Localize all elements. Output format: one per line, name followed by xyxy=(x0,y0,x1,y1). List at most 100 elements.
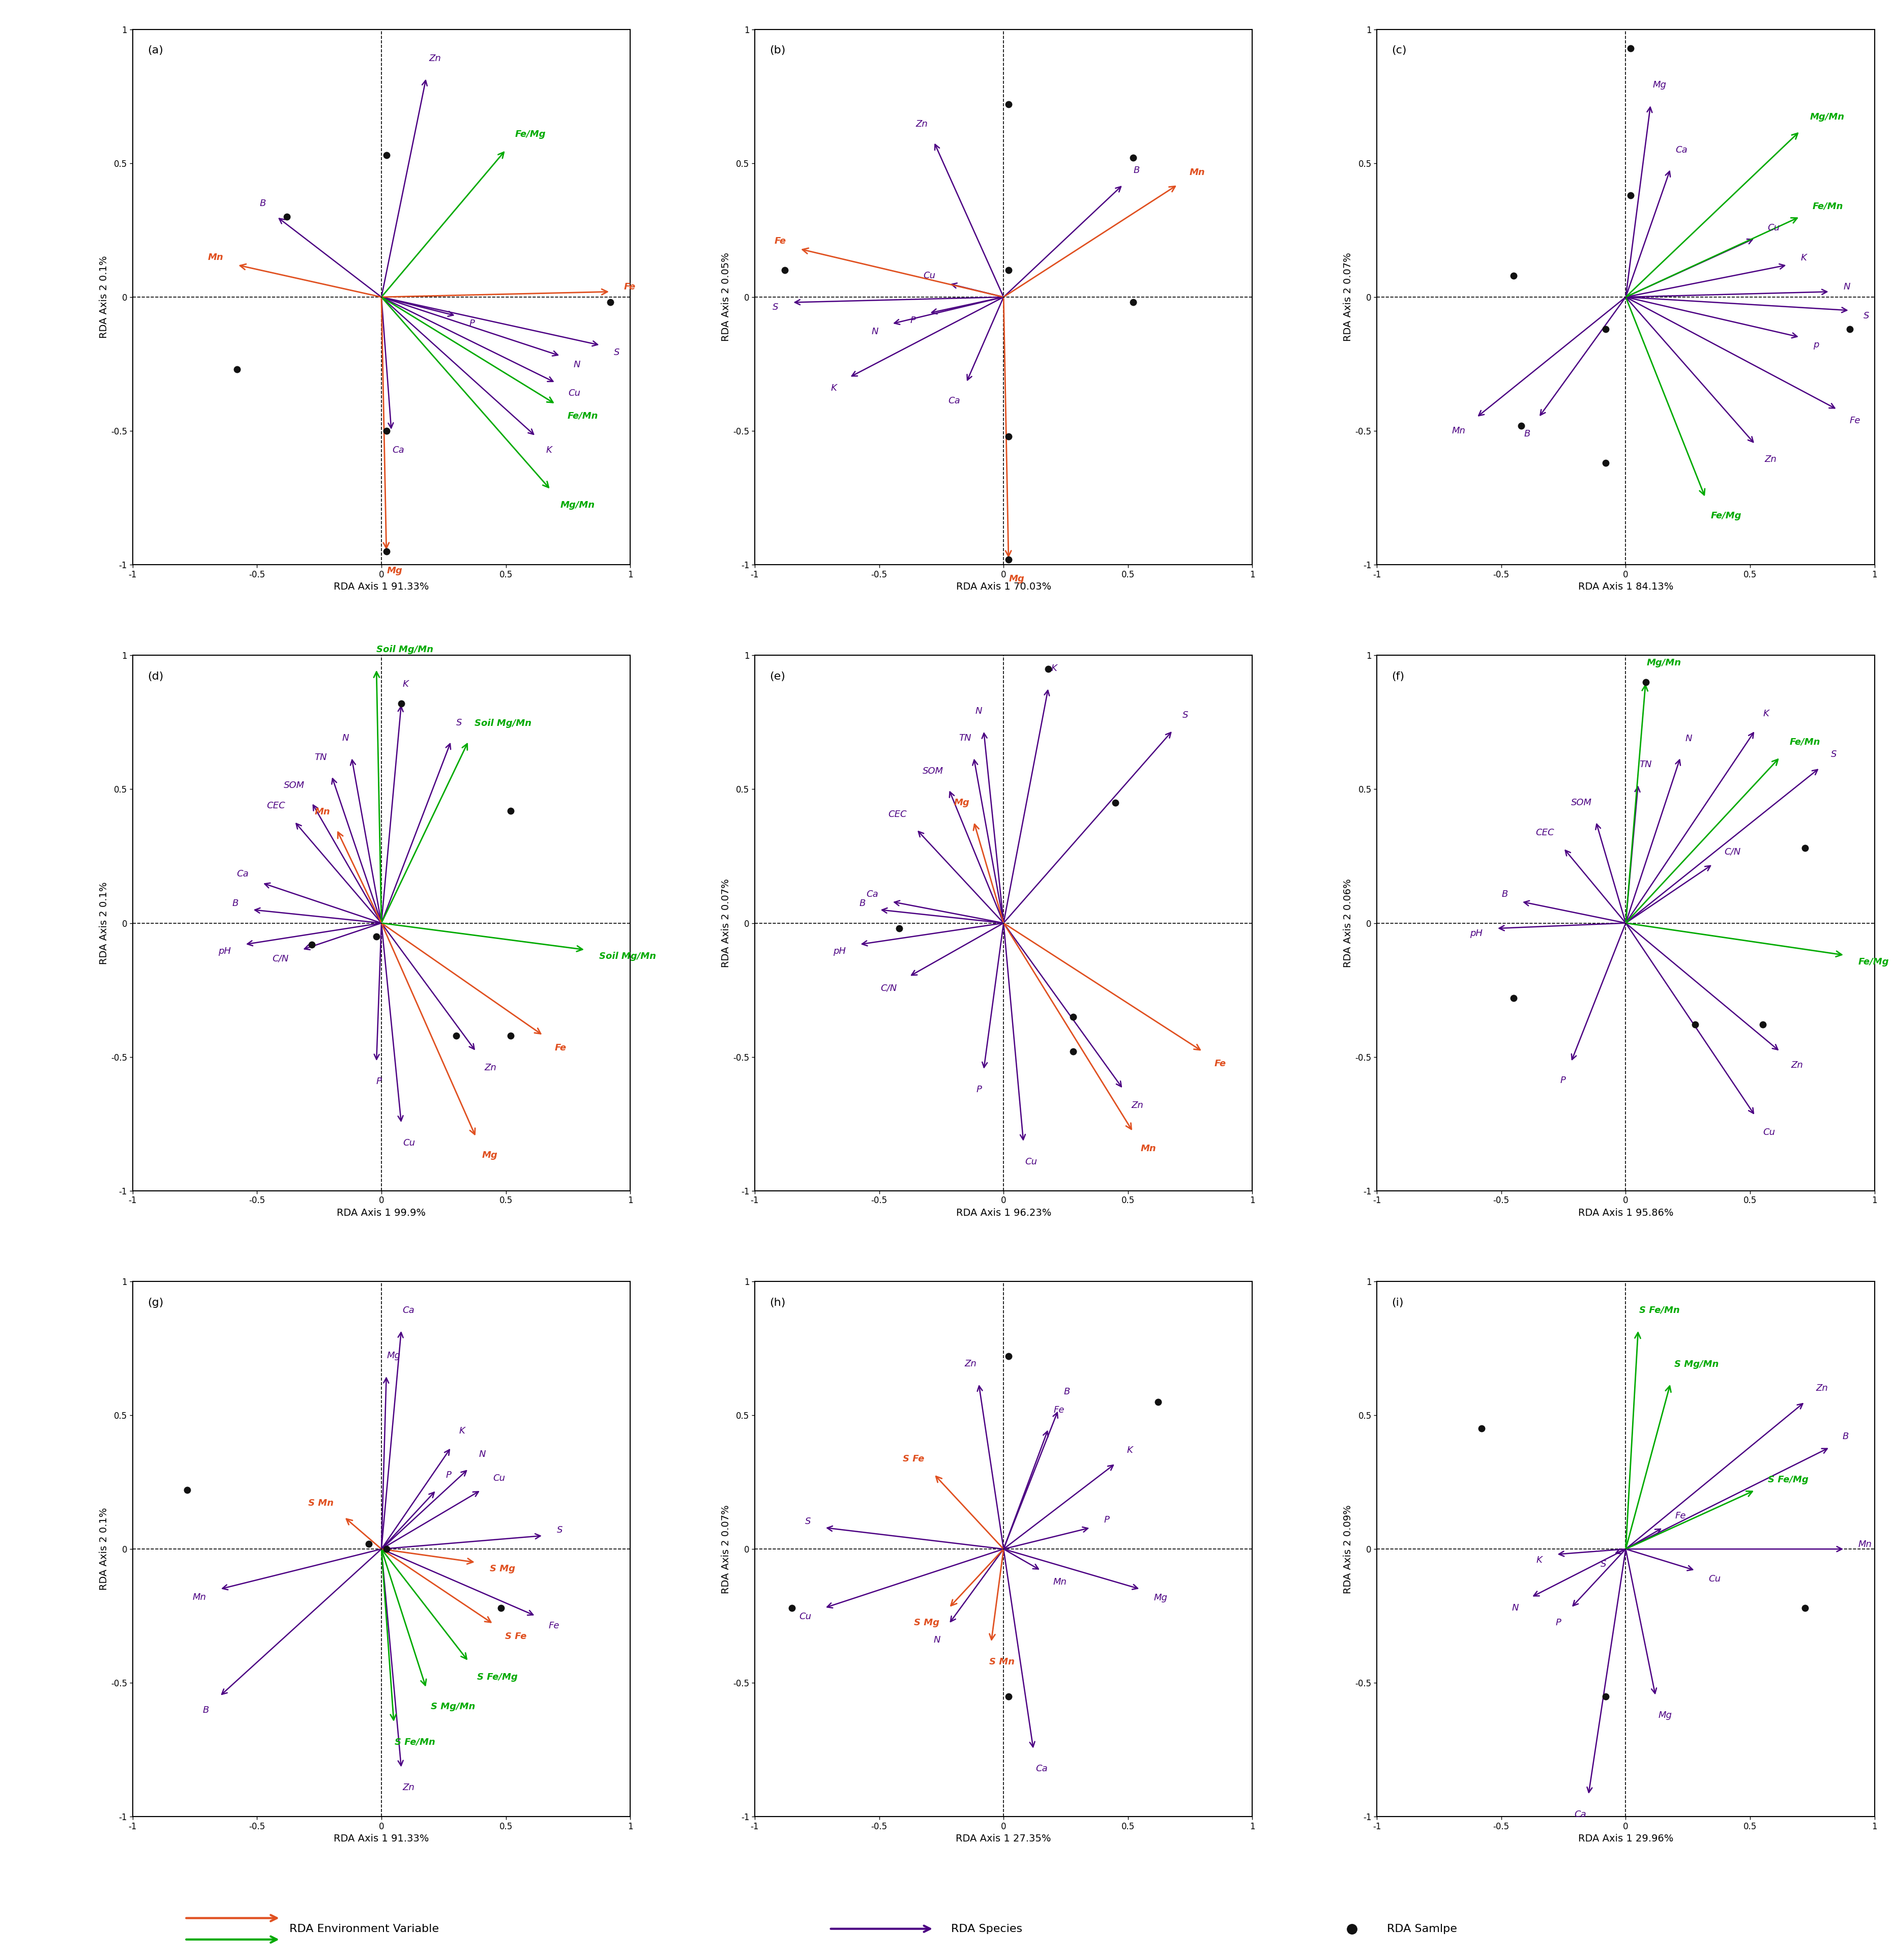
Text: S Mg: S Mg xyxy=(914,1619,939,1627)
X-axis label: RDA Axis 1 95.86%: RDA Axis 1 95.86% xyxy=(1577,1207,1673,1217)
Text: Zn: Zn xyxy=(1764,455,1776,465)
X-axis label: RDA Axis 1 96.23%: RDA Axis 1 96.23% xyxy=(956,1207,1051,1217)
Text: P: P xyxy=(1104,1515,1109,1525)
Text: CEC: CEC xyxy=(1535,827,1554,837)
Text: K: K xyxy=(1762,710,1768,719)
Text: Zn: Zn xyxy=(1815,1384,1827,1394)
Text: Mg/Mn: Mg/Mn xyxy=(560,500,594,510)
Text: Fe: Fe xyxy=(549,1621,558,1631)
Text: Zn: Zn xyxy=(1132,1102,1143,1109)
Text: K: K xyxy=(460,1427,466,1435)
Text: Ca: Ca xyxy=(1675,145,1687,155)
Text: S Fe/Mn: S Fe/Mn xyxy=(396,1739,435,1746)
Text: S Fe: S Fe xyxy=(505,1633,526,1641)
Text: S Fe/Mn: S Fe/Mn xyxy=(1639,1305,1679,1315)
Text: S: S xyxy=(805,1517,810,1527)
Text: P: P xyxy=(377,1076,380,1086)
Text: Ca: Ca xyxy=(865,890,878,900)
Text: Fe: Fe xyxy=(1849,416,1861,425)
Text: Mn: Mn xyxy=(314,808,329,815)
Text: (b): (b) xyxy=(769,45,786,55)
Text: Mn: Mn xyxy=(1189,169,1204,176)
Text: Fe/Mg: Fe/Mg xyxy=(1857,956,1889,966)
Text: Cu: Cu xyxy=(1768,223,1779,233)
Text: Ca: Ca xyxy=(392,445,405,455)
Text: S: S xyxy=(613,349,619,357)
Text: Mg: Mg xyxy=(1009,574,1024,584)
Y-axis label: RDA Axis 2 0.1%: RDA Axis 2 0.1% xyxy=(98,255,108,339)
Text: N: N xyxy=(479,1450,487,1458)
Text: Ca: Ca xyxy=(237,870,248,878)
Text: B: B xyxy=(859,900,865,907)
Text: Soil Mg/Mn: Soil Mg/Mn xyxy=(377,645,433,655)
Text: Cu: Cu xyxy=(403,1139,415,1149)
Text: S Mn: S Mn xyxy=(309,1499,333,1507)
Text: Cu: Cu xyxy=(1024,1156,1037,1166)
Text: RDA Species: RDA Species xyxy=(950,1923,1022,1935)
Text: Cu: Cu xyxy=(568,388,579,398)
Text: Soil Mg/Mn: Soil Mg/Mn xyxy=(475,719,532,727)
Text: C/N: C/N xyxy=(1725,847,1740,857)
Text: N: N xyxy=(975,706,982,715)
Text: S: S xyxy=(557,1525,562,1535)
Text: (i): (i) xyxy=(1391,1298,1403,1307)
Text: B: B xyxy=(233,900,239,907)
Text: RDA Samlpe: RDA Samlpe xyxy=(1386,1923,1456,1935)
Text: Mg: Mg xyxy=(1153,1593,1166,1601)
Text: P: P xyxy=(911,316,914,325)
Text: B: B xyxy=(203,1705,208,1715)
Text: S Mg/Mn: S Mg/Mn xyxy=(430,1701,475,1711)
Text: P: P xyxy=(1560,1076,1566,1086)
Text: Mg: Mg xyxy=(386,566,401,574)
Text: Mg: Mg xyxy=(1653,80,1666,90)
Text: B: B xyxy=(1134,167,1140,174)
Text: Ca: Ca xyxy=(1573,1809,1586,1819)
Text: P: P xyxy=(1556,1619,1562,1627)
Y-axis label: RDA Axis 2 0.07%: RDA Axis 2 0.07% xyxy=(1342,253,1353,341)
Text: Cu: Cu xyxy=(799,1613,810,1621)
Text: Fe: Fe xyxy=(1213,1058,1227,1068)
Text: S Fe: S Fe xyxy=(903,1454,924,1464)
Text: Mg: Mg xyxy=(1658,1711,1672,1719)
Text: P: P xyxy=(445,1470,451,1480)
Text: P: P xyxy=(469,319,475,327)
X-axis label: RDA Axis 1 99.9%: RDA Axis 1 99.9% xyxy=(337,1207,426,1217)
Text: TN: TN xyxy=(314,753,327,762)
X-axis label: RDA Axis 1 27.35%: RDA Axis 1 27.35% xyxy=(956,1835,1051,1844)
Text: Zn: Zn xyxy=(1791,1060,1802,1070)
Text: B: B xyxy=(1842,1433,1848,1441)
Text: K: K xyxy=(1535,1556,1543,1564)
Text: Mg: Mg xyxy=(386,1350,399,1360)
Text: Fe/Mn: Fe/Mn xyxy=(1812,202,1842,212)
Text: S Fe/Mg: S Fe/Mg xyxy=(477,1672,517,1682)
Text: B: B xyxy=(1501,890,1507,900)
X-axis label: RDA Axis 1 29.96%: RDA Axis 1 29.96% xyxy=(1577,1835,1673,1844)
Text: N: N xyxy=(574,361,581,368)
Text: RDA Environment Variable: RDA Environment Variable xyxy=(290,1923,439,1935)
Text: Ca: Ca xyxy=(948,396,960,406)
Text: N: N xyxy=(1844,282,1849,292)
Text: (c): (c) xyxy=(1391,45,1406,55)
Text: S: S xyxy=(456,717,462,727)
Text: CEC: CEC xyxy=(267,802,286,811)
Text: (e): (e) xyxy=(769,672,786,682)
X-axis label: RDA Axis 1 84.13%: RDA Axis 1 84.13% xyxy=(1577,582,1673,592)
Text: Zn: Zn xyxy=(403,1784,415,1791)
Text: Soil Mg/Mn: Soil Mg/Mn xyxy=(598,953,655,960)
Text: pH: pH xyxy=(833,947,846,956)
Text: Fe/Mg: Fe/Mg xyxy=(515,129,545,139)
Y-axis label: RDA Axis 2 0.09%: RDA Axis 2 0.09% xyxy=(1342,1505,1353,1593)
Text: Mg: Mg xyxy=(481,1151,498,1160)
Text: Fe: Fe xyxy=(1675,1511,1685,1521)
Text: Cu: Cu xyxy=(1707,1574,1721,1584)
Text: Fe/Mg: Fe/Mg xyxy=(1709,512,1742,521)
Text: K: K xyxy=(403,680,409,688)
Text: S Fe/Mg: S Fe/Mg xyxy=(1768,1476,1808,1484)
Y-axis label: RDA Axis 2 0.1%: RDA Axis 2 0.1% xyxy=(98,1507,108,1590)
Text: TN: TN xyxy=(958,733,971,743)
Text: Fe/Mn: Fe/Mn xyxy=(1789,737,1819,747)
X-axis label: RDA Axis 1 70.03%: RDA Axis 1 70.03% xyxy=(956,582,1051,592)
Y-axis label: RDA Axis 2 0.05%: RDA Axis 2 0.05% xyxy=(721,253,731,341)
Text: K: K xyxy=(545,445,553,455)
Text: K: K xyxy=(1126,1446,1132,1454)
